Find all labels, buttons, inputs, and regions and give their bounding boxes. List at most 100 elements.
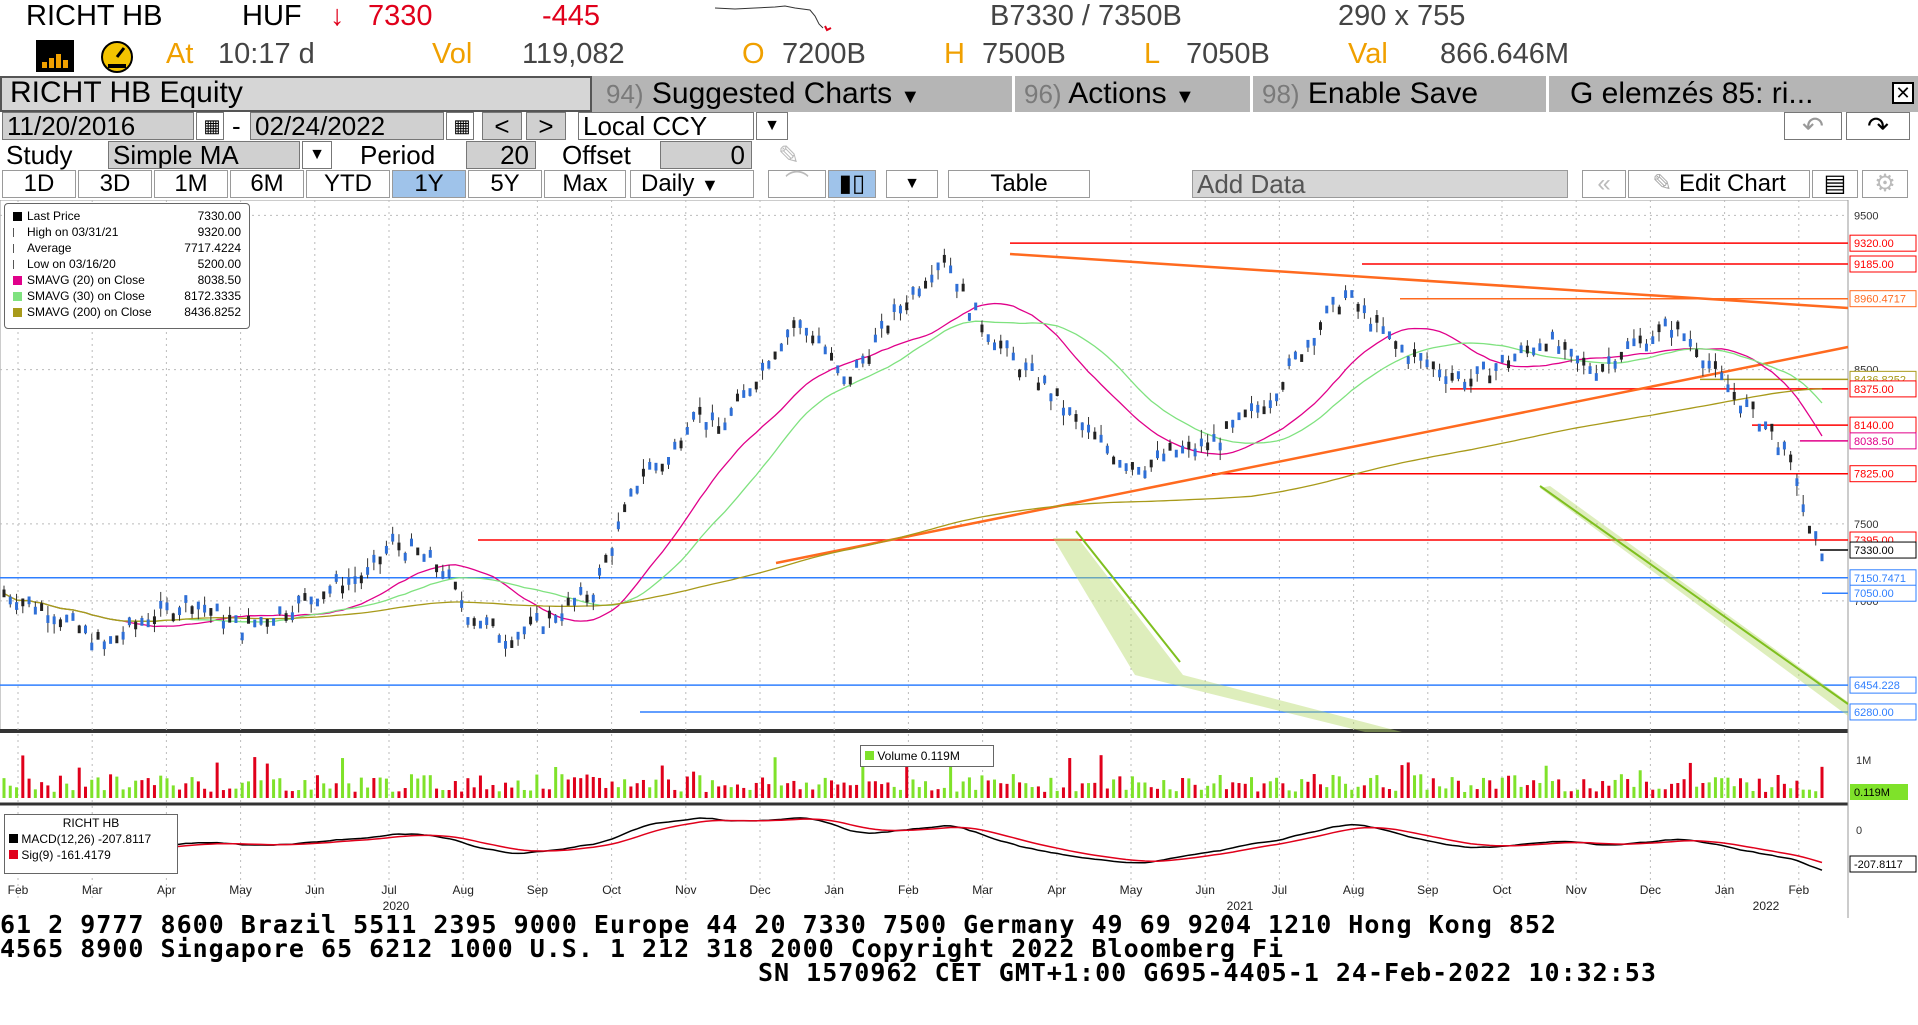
gear-icon[interactable]: ⚙ [1862, 170, 1908, 198]
end-date-field[interactable]: 02/24/2022 [250, 112, 444, 140]
legend-label: SMAVG (20) on Close [27, 273, 145, 287]
volume-bar [1444, 788, 1448, 798]
table-button[interactable]: Table [948, 170, 1090, 198]
collapse-icon[interactable]: « [1582, 170, 1626, 198]
trend-channel [1053, 538, 1402, 732]
chart-settings-icon[interactable]: ▤ [1812, 170, 1858, 198]
study-select[interactable]: Simple MA [108, 141, 300, 169]
volume-bar [77, 767, 81, 798]
range-1m-button[interactable]: 1M [154, 170, 228, 198]
volume-bar [322, 783, 326, 798]
price-candle [723, 422, 727, 431]
legend-value: 9320.00 [197, 225, 241, 239]
price-candle [497, 635, 501, 643]
study-label: Study [6, 140, 73, 170]
redo-icon[interactable]: ↷ [1846, 112, 1910, 140]
volume-bar [1381, 787, 1385, 798]
range-1d-button[interactable]: 1D [2, 170, 76, 198]
start-date-field[interactable]: 11/20/2016 [2, 112, 194, 140]
volume-bar [572, 777, 576, 798]
volume-bar [234, 788, 238, 798]
enable-save-button[interactable]: 98) Enable Save [1254, 76, 1544, 112]
volume-bar [1682, 779, 1686, 798]
price-candle [1588, 366, 1592, 374]
volume-bar [1670, 783, 1674, 798]
period-input[interactable]: 20 [466, 141, 536, 169]
volume-bar [1513, 775, 1517, 798]
pencil-icon[interactable]: ✎ [778, 140, 800, 170]
calendar-icon[interactable]: ▦ [446, 112, 474, 140]
frequency-select[interactable]: Daily ▼ [630, 170, 754, 198]
price-candle [391, 533, 395, 542]
next-period-button[interactable]: > [526, 112, 566, 140]
month-tick-label: Jan [1715, 883, 1734, 897]
range-ytd-button[interactable]: YTD [306, 170, 390, 198]
macd-legend[interactable]: RICHT HB MACD(12,26) -207.8117 Sig(9) -1… [4, 814, 178, 874]
price-candle [1394, 341, 1398, 349]
price-candle [817, 335, 821, 344]
actions-menu[interactable]: 96) Actions ▼ [1016, 76, 1248, 112]
chart-legend[interactable]: Last Price 7330.00 High on 03/31/21 9320.00… [4, 203, 250, 329]
price-candle [1632, 338, 1636, 347]
volume-bar [1613, 779, 1617, 798]
suggested-charts-menu[interactable]: 94) Suggested Charts ▼ [598, 76, 1010, 112]
candle-chart-icon[interactable]: ▮▯ [828, 170, 876, 198]
speedometer-icon [101, 41, 133, 73]
volume-bar [21, 755, 25, 798]
legend-row: SMAVG (20) on Close 8038.50 [5, 272, 249, 288]
close-icon[interactable]: ✕ [1892, 82, 1914, 104]
volume-bar [1331, 774, 1335, 798]
open-value: 7200B [782, 38, 866, 70]
volume-bar [1162, 780, 1166, 798]
prev-period-button[interactable]: < [482, 112, 522, 140]
intraday-sparkline [715, 5, 832, 32]
price-candle [1155, 450, 1159, 459]
price-candle [1519, 345, 1523, 354]
price-candle [1820, 553, 1824, 562]
volume-bar [1275, 777, 1279, 798]
range-max-button[interactable]: Max [544, 170, 626, 198]
edit-chart-button[interactable]: ✎ Edit Chart [1628, 170, 1810, 198]
price-candle [1594, 373, 1598, 381]
ticker: RICHT HB [26, 0, 163, 32]
range-3d-button[interactable]: 3D [78, 170, 152, 198]
price-candle [1507, 360, 1511, 369]
legend-swatch [13, 212, 22, 221]
volume-bar [974, 789, 978, 798]
chart-type-dropdown[interactable]: ▼ [886, 170, 938, 198]
volume-bar [52, 791, 56, 798]
chevron-down-icon[interactable]: ▼ [302, 141, 332, 169]
calendar-icon[interactable]: ▦ [196, 112, 224, 140]
volume-bar [541, 788, 545, 798]
volume-bar [1732, 786, 1736, 798]
volume-bar [1626, 779, 1630, 798]
add-data-field[interactable]: Add Data [1192, 170, 1568, 198]
volume-legend[interactable]: Volume 0.119M [860, 745, 994, 767]
price-candle [1237, 412, 1241, 421]
security-field[interactable]: RICHT HB Equity [0, 76, 592, 112]
currency-select[interactable]: Local CCY [578, 112, 754, 140]
volume-bar [729, 787, 733, 798]
footer-contacts-2: 4565 8900 Singapore 65 6212 1000 U.S. 1 … [0, 934, 1285, 963]
offset-input[interactable]: 0 [660, 141, 752, 169]
chevron-down-icon[interactable]: ▼ [756, 112, 788, 140]
volume-bar [1394, 790, 1398, 798]
volume-bar [1644, 781, 1648, 798]
chart-title[interactable]: G elemzés 85: ri... [1570, 77, 1814, 110]
price-candle [942, 254, 946, 263]
range-6m-button[interactable]: 6M [230, 170, 304, 198]
volume-bar [855, 784, 859, 798]
price-candle [1143, 470, 1147, 479]
price-candle [1287, 358, 1291, 367]
price-candle [1293, 351, 1297, 360]
line-chart-icon[interactable]: ⌒ [768, 170, 826, 198]
range-1y-button[interactable]: 1Y [392, 170, 466, 198]
volume-bar [1369, 777, 1373, 798]
price-candle [322, 591, 326, 600]
price-chart[interactable]: Feb Mar Apr May Jun Jul Aug Sep Oct Nov Dec Jan Feb M… [0, 200, 1918, 918]
undo-icon[interactable]: ↶ [1784, 112, 1842, 140]
price-candle [253, 619, 257, 628]
volume-bar [616, 787, 620, 798]
price-candle [1739, 405, 1743, 414]
range-5y-button[interactable]: 5Y [468, 170, 542, 198]
